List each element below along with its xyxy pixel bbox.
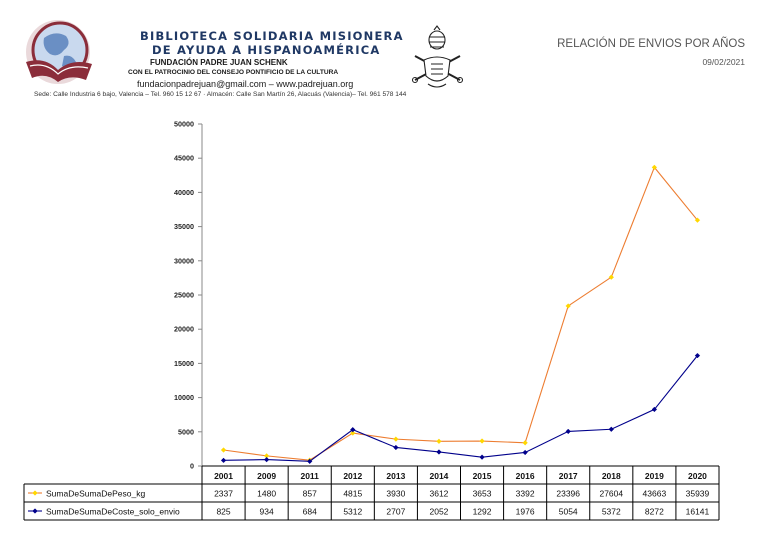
y-tick-label: 10000 — [174, 393, 194, 402]
y-axis: 0 5000 10000 15000 20000 25000 30000 35000 40000… — [174, 120, 203, 471]
table-cell: 5312 — [343, 507, 362, 517]
series-name: SumaDeSumaDePeso_kg — [46, 489, 145, 499]
legend-marker — [32, 490, 38, 496]
y-tick-label: 45000 — [174, 154, 194, 163]
table-cell: 1480 — [257, 489, 276, 499]
table-cell: 23396 — [556, 489, 580, 499]
globe-book-logo-icon — [26, 20, 92, 84]
foundation-name: FUNDACIÓN PADRE JUAN SCHENK — [150, 58, 288, 67]
table-cell: 857 — [303, 489, 317, 499]
y-tick-label: 25000 — [174, 291, 194, 300]
data-point — [220, 457, 227, 464]
category-label: 2012 — [343, 471, 362, 481]
table-cell: 43663 — [643, 489, 667, 499]
table-cell: 8272 — [645, 507, 664, 517]
category-label: 2018 — [602, 471, 621, 481]
data-point — [565, 303, 571, 309]
data-point — [436, 449, 442, 455]
series-line — [223, 355, 698, 462]
data-point — [694, 352, 701, 359]
data-table: 2001 2009 2011 2012 2013 2014 2015 2016 2017 2018… — [23, 465, 720, 521]
data-point — [694, 217, 701, 223]
data-point — [522, 449, 528, 456]
table-cell: 934 — [260, 507, 274, 517]
chart-area: 0 5000 10000 15000 20000 25000 30000 35000 40000… — [23, 120, 720, 521]
y-tick-label: 0 — [190, 462, 194, 471]
table-cell: 1976 — [516, 507, 535, 517]
table-cell: 35939 — [686, 489, 710, 499]
y-tick-label: 15000 — [174, 359, 194, 368]
table-cell: 1292 — [473, 507, 492, 517]
y-tick-label: 40000 — [174, 188, 194, 197]
address-line: Sede: Calle Industria 6 bajo, Valencia –… — [34, 91, 407, 98]
y-tick-label: 5000 — [178, 427, 194, 436]
data-point — [479, 438, 485, 444]
table-cell: 5054 — [559, 507, 578, 517]
y-tick-label: 30000 — [174, 256, 194, 265]
category-label: 2017 — [559, 471, 578, 481]
table-cell: 4815 — [343, 489, 362, 499]
legend-marker — [32, 508, 38, 514]
table-cell: 2052 — [429, 507, 448, 517]
y-tick-label: 35000 — [174, 222, 194, 231]
org-name-line2: DE AYUDA A HISPANOAMÉRICA — [152, 43, 381, 57]
table-cell: 27604 — [599, 489, 623, 499]
y-tick-label: 20000 — [174, 325, 194, 334]
report-title: RELACIÓN DE ENVIOS POR AÑOS — [557, 38, 745, 50]
table-cell: 3930 — [386, 489, 405, 499]
patronage-line: CON EL PATROCINIO DEL CONSEJO PONTIFICIO… — [128, 69, 339, 76]
category-label: 2014 — [429, 471, 448, 481]
category-label: 2001 — [214, 471, 233, 481]
data-point — [263, 456, 270, 463]
table-cell: 3653 — [473, 489, 492, 499]
data-point — [350, 430, 356, 436]
y-tick-label: 50000 — [174, 120, 194, 129]
data-point — [436, 438, 442, 444]
category-label: 2011 — [300, 471, 319, 481]
data-point — [479, 454, 485, 460]
data-point — [307, 458, 313, 465]
category-label: 2013 — [386, 471, 405, 481]
data-point — [393, 436, 399, 442]
category-label: 2015 — [473, 471, 492, 481]
series-name: SumaDeSumaDeCoste_solo_envio — [46, 507, 180, 517]
table-cell: 5372 — [602, 507, 621, 517]
data-point — [608, 274, 614, 280]
contact-line: fundacionpadrejuan@gmail.com – www.padre… — [137, 79, 354, 89]
papal-coat-of-arms-icon — [411, 25, 464, 88]
table-cell: 684 — [303, 507, 317, 517]
category-label: 2016 — [516, 471, 535, 481]
category-label: 2019 — [645, 471, 664, 481]
data-point — [393, 444, 399, 451]
data-point — [522, 440, 528, 446]
data-point — [220, 447, 227, 453]
data-point — [350, 426, 356, 433]
data-point — [608, 426, 614, 432]
category-label: 2009 — [257, 471, 276, 481]
data-point — [565, 428, 571, 435]
report-date: 09/02/2021 — [702, 57, 745, 67]
table-cell: 2707 — [386, 507, 405, 517]
table-cell: 825 — [216, 507, 230, 517]
table-cell: 16141 — [686, 507, 710, 517]
series-layer — [220, 164, 701, 465]
category-label: 2020 — [688, 471, 707, 481]
table-cell: 3392 — [516, 489, 535, 499]
series-line — [223, 166, 698, 461]
data-point — [651, 164, 658, 171]
data-point — [651, 406, 658, 413]
org-name-line1: BIBLIOTECA SOLIDARIA MISIONERA — [140, 29, 404, 43]
table-cell: 3612 — [429, 489, 448, 499]
table-cell: 2337 — [214, 489, 233, 499]
